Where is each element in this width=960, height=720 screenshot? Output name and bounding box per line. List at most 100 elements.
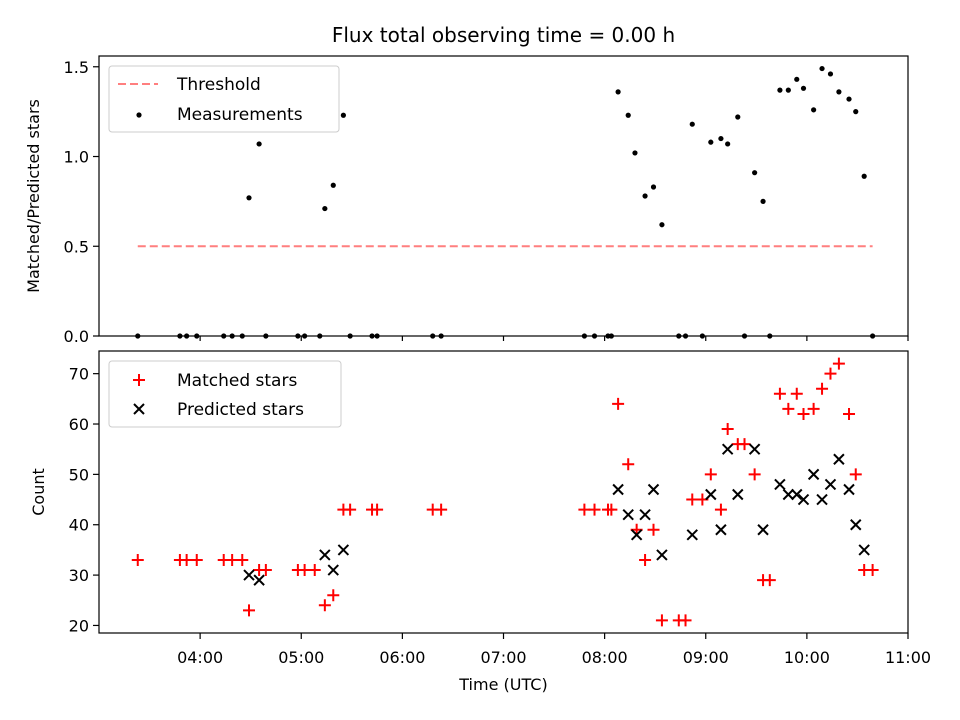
bottom-y-tick-label-4: 60 [69,415,89,434]
bottom-legend: Matched stars Predicted stars [108,360,342,428]
matched-star-point-13 [318,599,331,612]
legend-threshold-label: Threshold [176,75,261,95]
top-y-tick-label-1: 0.5 [64,237,89,256]
matched-star-point-49 [824,367,837,380]
measurement-point-46 [800,85,807,91]
predicted-star-point-10 [656,549,668,561]
top-panel: 0.0 0.5 1.0 1.5 Matched/Predicted stars Thr… [24,55,909,346]
matched-star-point-52 [849,468,862,481]
bottom-y-tick-label-2: 40 [69,516,89,535]
legend-measurements-label: Measurements [177,105,303,125]
predicted-star-point-7 [630,529,643,541]
matched-star-point-51 [843,407,856,420]
matched-star-point-25 [612,397,625,410]
x-tick-label-1: 05:00 [278,648,324,667]
bottom-plot-area [131,357,879,627]
measurement-point-49 [827,71,834,77]
predicted-star-point-21 [797,493,810,506]
measurement-point-38 [735,114,741,120]
predicted-star-point-9 [647,483,660,496]
bottom-legend-box [108,360,342,428]
predicted-star-point-18 [774,478,786,491]
matched-star-point-43 [773,387,786,400]
legend-measurements-swatch [136,112,142,118]
measurement-point-44 [785,87,791,93]
x-tick-label-3: 07:00 [480,648,526,667]
matched-star-point-40 [748,468,761,481]
matched-star-point-24 [605,503,618,516]
predicted-star-point-5 [612,483,624,496]
predicted-star-point-20 [791,488,803,501]
predicted-star-point-14 [721,443,734,455]
predicted-star-point-23 [816,493,828,506]
measurement-point-51 [846,96,852,102]
bottom-y-tick-label-3: 50 [69,465,89,484]
predicted-star-point-4 [337,544,350,556]
measurement-point-8 [256,141,262,147]
predicted-star-point-26 [843,483,855,496]
predicted-star-point-19 [782,488,795,501]
predicted-star-point-17 [757,524,769,536]
predicted-star-point-15 [732,488,744,501]
measurement-point-50 [836,89,842,95]
top-legend: Threshold Measurements [108,65,340,133]
matched-star-point-9 [259,564,272,577]
matched-star-point-28 [639,553,652,566]
measurement-point-29 [650,184,657,190]
matched-star-point-36 [714,503,727,516]
predicted-star-point-1 [253,574,265,586]
measurement-point-7 [246,195,252,201]
matched-star-point-50 [832,357,845,370]
predicted-star-point-2 [319,549,331,561]
matched-star-point-21 [578,503,591,516]
predicted-star-point-16 [748,443,761,455]
predicted-star-point-28 [858,544,870,556]
top-x-ticks [199,336,909,341]
matched-star-point-33 [686,493,699,506]
predicted-star-point-0 [243,569,255,581]
matched-star-point-22 [588,503,601,516]
matched-star-point-54 [866,564,879,577]
predicted-star-point-6 [622,508,634,521]
top-y-tick-label-2: 1.0 [64,148,89,167]
matched-star-point-7 [243,604,256,617]
legend-matched-swatch [133,374,145,386]
matched-star-point-47 [807,402,820,415]
matched-star-point-32 [679,614,692,627]
predicted-star-point-24 [824,478,837,491]
bottom-x-ticks: 04:00 05:00 06:00 07:00 08:00 09:00 10:00 11:00 [177,633,931,667]
matched-star-point-37 [721,423,734,436]
predicted-star-point-8 [639,508,651,521]
measurement-point-52 [853,109,859,115]
measurement-point-47 [811,107,817,113]
legend-predicted-label: Predicted stars [177,400,304,420]
matched-star-point-42 [763,574,776,587]
matched-star-point-12 [308,564,321,577]
x-axis-label: Time (UTC) [458,675,547,694]
matched-star-point-29 [647,523,660,536]
measurement-point-43 [777,87,783,93]
legend-matched-label: Matched stars [177,371,297,391]
bottom-y-ticks: 20 30 40 50 60 70 [69,365,99,635]
top-y-tick-label-0: 0.0 [64,327,89,346]
predicted-star-point-25 [833,453,845,465]
predicted-star-point-3 [327,564,339,576]
top-y-tick-label-3: 1.5 [64,58,89,77]
matched-star-point-46 [797,407,810,420]
measurement-point-40 [752,170,758,176]
measurement-point-33 [689,121,695,127]
matched-star-point-26 [622,458,635,471]
matched-star-point-14 [327,589,340,602]
measurement-point-53 [861,173,867,179]
predicted-star-point-27 [850,519,862,531]
bottom-y-tick-label-1: 30 [69,566,89,585]
legend-predicted-swatch [133,403,145,415]
measurement-point-36 [718,135,724,142]
x-tick-label-5: 09:00 [683,648,729,667]
measurement-point-30 [659,222,665,228]
predicted-star-point-13 [715,524,727,536]
matched-star-point-2 [180,553,193,566]
matched-star-point-39 [738,438,751,451]
matched-star-point-44 [782,402,795,415]
